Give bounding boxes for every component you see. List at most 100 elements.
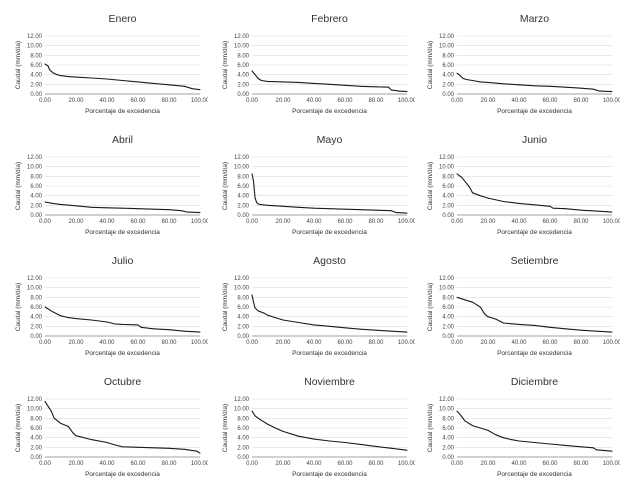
y-tick-label: 2.00 <box>237 445 249 451</box>
x-tick-label: 20.00 <box>275 461 291 467</box>
x-tick-label: 40.00 <box>99 340 115 346</box>
y-tick-label: 0.00 <box>442 334 454 340</box>
data-point <box>360 443 361 445</box>
y-tick-label: 0.00 <box>30 213 42 219</box>
chart-title: Setiembre <box>511 255 559 267</box>
x-tick-label: 80.00 <box>573 98 589 104</box>
data-point <box>329 440 330 442</box>
x-tick-label: 80.00 <box>161 461 177 467</box>
data-point <box>329 325 330 327</box>
y-tick-label: 12.00 <box>234 34 250 40</box>
y-tick-label: 2.00 <box>30 203 42 209</box>
data-point <box>549 326 551 328</box>
data-point <box>199 331 201 333</box>
x-tick-label: 40.00 <box>511 98 527 104</box>
data-point <box>47 405 49 407</box>
data-point <box>599 90 601 92</box>
x-tick-label: 80.00 <box>368 98 384 104</box>
chart-title: Mayo <box>317 134 343 146</box>
x-tick-label: 40.00 <box>306 219 322 225</box>
x-tick-label: 20.00 <box>68 340 84 346</box>
y-tick-label: 6.00 <box>30 184 42 190</box>
data-point <box>472 301 473 303</box>
x-tick-label: 20.00 <box>68 219 84 225</box>
x-tick-label: 20.00 <box>275 340 291 346</box>
y-tick-label: 10.00 <box>234 286 250 292</box>
y-tick-label: 4.00 <box>442 194 454 200</box>
x-tick-label: 80.00 <box>161 340 177 346</box>
flow-duration-line <box>251 70 408 93</box>
x-tick-label: 20.00 <box>275 219 291 225</box>
data-point <box>72 432 74 434</box>
data-point <box>114 444 116 446</box>
data-point <box>592 447 594 449</box>
y-tick-label: 10.00 <box>439 44 455 50</box>
data-point <box>313 82 315 84</box>
y-tick-label: 2.00 <box>30 445 42 451</box>
data-point <box>565 86 566 88</box>
data-point <box>479 427 481 429</box>
y-tick-label: 8.00 <box>30 295 42 301</box>
data-point <box>313 207 315 209</box>
y-tick-label: 12.00 <box>439 155 455 161</box>
data-point <box>75 318 77 320</box>
y-tick-label: 2.00 <box>237 203 249 209</box>
x-tick-label: 100.00 <box>398 340 415 346</box>
data-point <box>391 447 392 449</box>
data-point <box>67 76 69 78</box>
x-axis-label: Porcentaje de excedencia <box>292 229 367 236</box>
y-tick-label: 4.00 <box>30 436 42 442</box>
y-tick-label: 10.00 <box>27 165 43 171</box>
data-point <box>375 329 377 331</box>
y-tick-label: 6.00 <box>237 63 249 69</box>
y-tick-label: 12.00 <box>27 276 43 282</box>
y-tick-label: 8.00 <box>237 295 249 301</box>
y-tick-label: 0.00 <box>237 213 249 219</box>
y-axis-label: Caudal (mm/día) <box>15 41 22 89</box>
data-point <box>122 323 123 325</box>
y-tick-label: 6.00 <box>237 305 249 311</box>
y-axis-label: Caudal (mm/día) <box>222 283 229 331</box>
data-point <box>344 84 346 86</box>
data-point <box>274 317 276 319</box>
data-point <box>257 78 259 80</box>
data-point <box>191 88 193 90</box>
data-point <box>257 203 259 205</box>
x-axis-label: Porcentaje de excedencia <box>292 108 367 115</box>
x-tick-label: 100.00 <box>398 461 415 467</box>
chart-enero: Enero 0.00 2.00 4.00 6.00 8.00 10.00 12.00 0.00 2… <box>15 13 208 115</box>
x-tick-label: 80.00 <box>573 340 589 346</box>
x-tick-label: 0.00 <box>451 219 463 225</box>
y-tick-label: 10.00 <box>234 165 250 171</box>
data-point <box>534 324 535 326</box>
y-tick-label: 4.00 <box>30 315 42 321</box>
data-point <box>464 420 466 422</box>
y-tick-label: 8.00 <box>30 416 42 422</box>
data-point <box>459 75 461 77</box>
data-point <box>52 202 54 204</box>
y-tick-label: 6.00 <box>237 426 249 432</box>
x-tick-label: 100.00 <box>398 219 415 225</box>
data-point <box>49 69 51 71</box>
data-point <box>465 79 467 80</box>
data-point <box>344 327 346 329</box>
data-point <box>298 206 299 208</box>
x-tick-label: 20.00 <box>68 461 84 467</box>
data-point <box>565 208 566 210</box>
data-point <box>184 85 185 87</box>
y-tick-label: 8.00 <box>442 53 454 59</box>
data-point <box>254 415 256 417</box>
chart-noviembre: Noviembre 0.00 2.00 4.00 6.00 8.00 10.00 12.00 0… <box>222 376 415 478</box>
data-point <box>391 89 392 91</box>
y-tick-label: 6.00 <box>237 184 249 190</box>
data-point <box>472 425 473 427</box>
y-tick-label: 12.00 <box>439 34 455 40</box>
data-point <box>60 203 61 205</box>
data-point <box>580 329 582 331</box>
data-point <box>518 323 520 325</box>
data-point <box>391 210 392 212</box>
y-tick-label: 10.00 <box>439 286 455 292</box>
data-point <box>91 77 92 79</box>
y-tick-label: 4.00 <box>30 73 42 79</box>
data-point <box>464 299 466 301</box>
